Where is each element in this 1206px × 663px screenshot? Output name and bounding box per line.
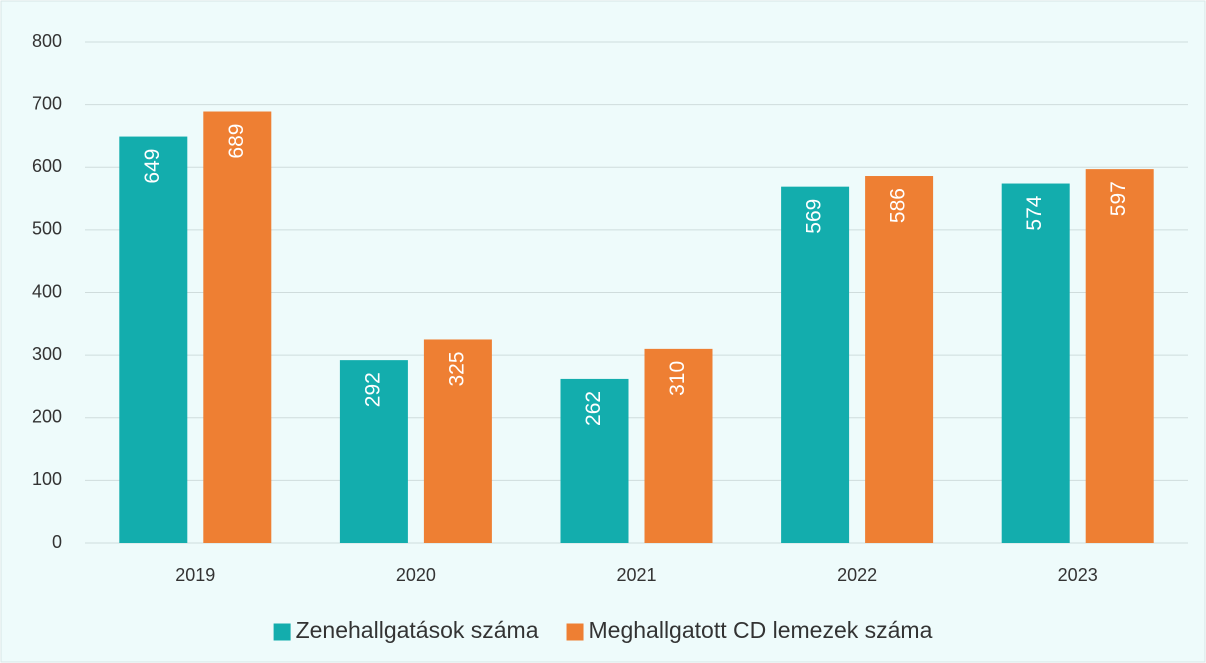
- legend-swatch: [566, 623, 584, 641]
- value-label: 597: [1107, 181, 1130, 216]
- value-label: 649: [141, 149, 164, 184]
- bar: [1001, 183, 1070, 543]
- x-tick-label: 2023: [1058, 565, 1098, 585]
- y-tick-label: 400: [32, 281, 62, 301]
- value-label: 262: [582, 391, 605, 426]
- legend-label: Meghallgatott CD lemezek száma: [589, 617, 933, 643]
- y-tick-label: 100: [32, 469, 62, 489]
- value-label: 574: [1023, 195, 1046, 230]
- y-tick-label: 800: [32, 31, 62, 51]
- y-tick-label: 600: [32, 156, 62, 176]
- value-label: 569: [803, 199, 826, 234]
- y-tick-label: 500: [32, 219, 62, 239]
- value-label: 292: [361, 372, 384, 407]
- x-tick-label: 2019: [175, 565, 215, 585]
- bar: [644, 348, 713, 543]
- bar: [560, 378, 629, 543]
- value-label: 586: [887, 188, 910, 223]
- y-tick-label: 200: [32, 407, 62, 427]
- bar: [339, 360, 408, 543]
- bar: [203, 111, 272, 544]
- legend-swatch: [273, 623, 291, 641]
- y-tick-label: 700: [32, 93, 62, 113]
- y-tick-label: 0: [52, 532, 62, 552]
- value-label: 325: [445, 351, 468, 386]
- bar: [1085, 169, 1154, 543]
- bar: [781, 186, 850, 543]
- bar: [865, 176, 934, 543]
- legend-label: Zenehallgatások száma: [296, 617, 539, 643]
- y-tick-label: 300: [32, 344, 62, 364]
- value-label: 310: [666, 361, 689, 396]
- value-label: 689: [225, 124, 248, 159]
- x-tick-label: 2020: [396, 565, 436, 585]
- x-tick-label: 2022: [837, 565, 877, 585]
- bar: [423, 339, 492, 543]
- bar: [119, 136, 188, 543]
- x-tick-label: 2021: [616, 565, 656, 585]
